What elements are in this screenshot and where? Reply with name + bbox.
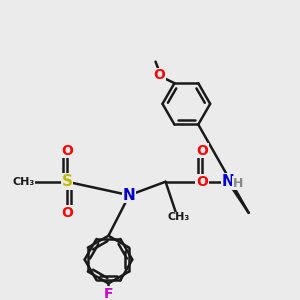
Text: S: S	[61, 174, 72, 189]
Text: O: O	[196, 144, 208, 158]
Text: CH₃: CH₃	[12, 177, 34, 187]
Text: O: O	[196, 175, 208, 189]
Text: N: N	[123, 188, 136, 203]
Text: H: H	[233, 177, 243, 190]
Text: N: N	[221, 174, 234, 189]
Text: O: O	[61, 206, 73, 220]
Text: CH₃: CH₃	[168, 212, 190, 222]
Text: O: O	[153, 68, 165, 82]
Text: O: O	[61, 144, 73, 158]
Text: F: F	[104, 286, 113, 300]
